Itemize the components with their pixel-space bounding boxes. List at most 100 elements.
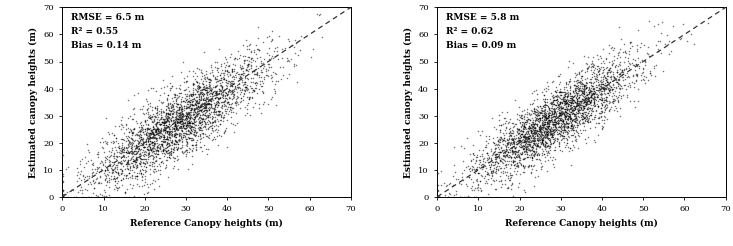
Point — [147, 130, 158, 134]
Point — [623, 66, 635, 70]
Point — [136, 150, 148, 154]
Point — [128, 138, 139, 142]
Point — [182, 106, 194, 109]
Point — [609, 65, 621, 69]
Point — [500, 153, 512, 157]
Point — [191, 103, 202, 107]
Point — [597, 114, 609, 118]
Point — [122, 176, 134, 180]
Point — [257, 66, 268, 70]
Point — [475, 189, 487, 193]
Point — [150, 135, 161, 138]
Point — [129, 176, 141, 180]
Point — [239, 80, 251, 84]
Point — [139, 120, 150, 123]
Point — [117, 153, 129, 157]
Point — [226, 81, 237, 85]
Point — [205, 98, 216, 102]
Point — [127, 161, 139, 165]
Point — [130, 146, 142, 150]
Point — [526, 168, 538, 171]
Point — [138, 192, 150, 196]
Point — [208, 108, 220, 112]
Point — [165, 118, 177, 122]
Point — [314, 13, 325, 16]
Point — [111, 163, 122, 167]
Point — [626, 62, 638, 65]
Point — [502, 150, 514, 154]
Point — [220, 96, 232, 100]
Point — [582, 110, 594, 114]
Point — [161, 130, 172, 134]
Point — [570, 116, 582, 120]
Point — [177, 109, 188, 113]
Point — [539, 111, 550, 115]
Point — [541, 130, 553, 134]
Point — [202, 95, 214, 99]
Point — [572, 87, 584, 91]
Point — [185, 98, 197, 102]
Point — [207, 89, 219, 93]
Point — [585, 98, 597, 102]
Point — [600, 99, 612, 103]
Point — [547, 99, 559, 103]
Point — [118, 138, 130, 142]
Point — [188, 117, 200, 121]
Point — [111, 154, 123, 158]
Point — [86, 173, 98, 177]
Point — [155, 115, 167, 119]
Point — [591, 77, 603, 81]
Point — [524, 148, 536, 152]
Point — [537, 138, 548, 142]
Point — [583, 106, 594, 110]
Point — [152, 131, 163, 135]
Point — [187, 74, 199, 78]
Point — [211, 92, 223, 96]
Point — [473, 183, 485, 187]
Point — [615, 38, 627, 42]
Point — [576, 117, 588, 121]
Point — [183, 89, 194, 93]
Point — [147, 181, 158, 185]
Point — [548, 130, 559, 134]
Point — [205, 131, 217, 135]
Point — [533, 120, 545, 124]
Point — [504, 154, 516, 158]
Point — [179, 126, 191, 130]
Point — [226, 102, 237, 106]
Point — [156, 143, 168, 147]
Point — [493, 148, 505, 152]
Point — [491, 155, 503, 159]
Point — [543, 122, 555, 125]
Point — [481, 166, 493, 170]
Point — [585, 86, 597, 90]
Point — [192, 111, 204, 115]
Point — [517, 135, 528, 139]
Point — [151, 138, 163, 142]
Point — [519, 134, 531, 138]
Point — [504, 141, 516, 145]
Point — [506, 131, 517, 135]
Point — [559, 108, 571, 111]
Point — [540, 115, 552, 119]
Point — [191, 113, 202, 117]
Point — [519, 136, 531, 140]
Point — [174, 91, 185, 95]
Point — [116, 149, 128, 153]
Point — [158, 154, 169, 158]
Point — [227, 90, 239, 94]
Point — [548, 107, 559, 111]
Point — [566, 122, 578, 126]
Point — [586, 109, 598, 113]
Point — [272, 57, 284, 61]
Point — [556, 106, 568, 110]
Point — [541, 121, 553, 125]
Point — [145, 132, 157, 136]
Point — [557, 120, 569, 124]
Point — [144, 136, 156, 139]
Point — [109, 183, 121, 186]
Point — [542, 122, 553, 126]
Point — [317, 35, 328, 39]
Point — [148, 119, 160, 123]
Point — [100, 183, 111, 187]
